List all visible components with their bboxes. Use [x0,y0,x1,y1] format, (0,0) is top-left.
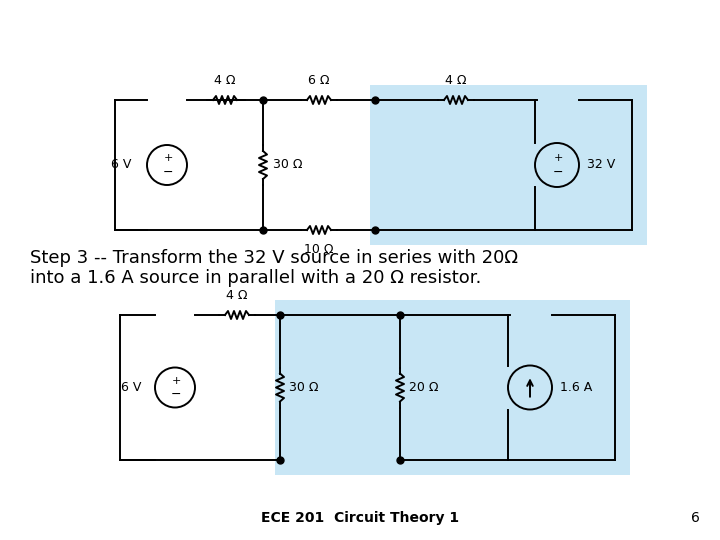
Bar [370,85,647,245]
Text: +: + [553,153,563,163]
Text: −: − [163,165,174,179]
Text: +: + [163,153,173,163]
Text: 6 V: 6 V [121,381,141,394]
Text: 4 Ω: 4 Ω [215,74,235,87]
Bar [275,300,630,475]
Text: Step 3 -- Transform the 32 V source in series with 20Ω: Step 3 -- Transform the 32 V source in s… [30,249,518,267]
Text: 10 Ω: 10 Ω [305,243,334,256]
Text: 4 Ω: 4 Ω [445,74,467,87]
Text: into a 1.6 A source in parallel with a 20 Ω resistor.: into a 1.6 A source in parallel with a 2… [30,269,482,287]
Text: −: − [171,388,181,401]
Text: −: − [553,165,563,179]
Text: ECE 201  Circuit Theory 1: ECE 201 Circuit Theory 1 [261,511,459,525]
Text: 30 Ω: 30 Ω [273,159,302,172]
Text: 32 V: 32 V [587,159,616,172]
Text: 20 Ω: 20 Ω [409,381,438,394]
Text: 30 Ω: 30 Ω [289,381,318,394]
Text: 6 Ω: 6 Ω [308,74,330,87]
Text: +: + [171,375,181,386]
Text: 1.6 A: 1.6 A [560,381,593,394]
Text: 6: 6 [691,511,700,525]
Text: 4 Ω: 4 Ω [226,289,248,302]
Text: 6 V: 6 V [111,159,131,172]
